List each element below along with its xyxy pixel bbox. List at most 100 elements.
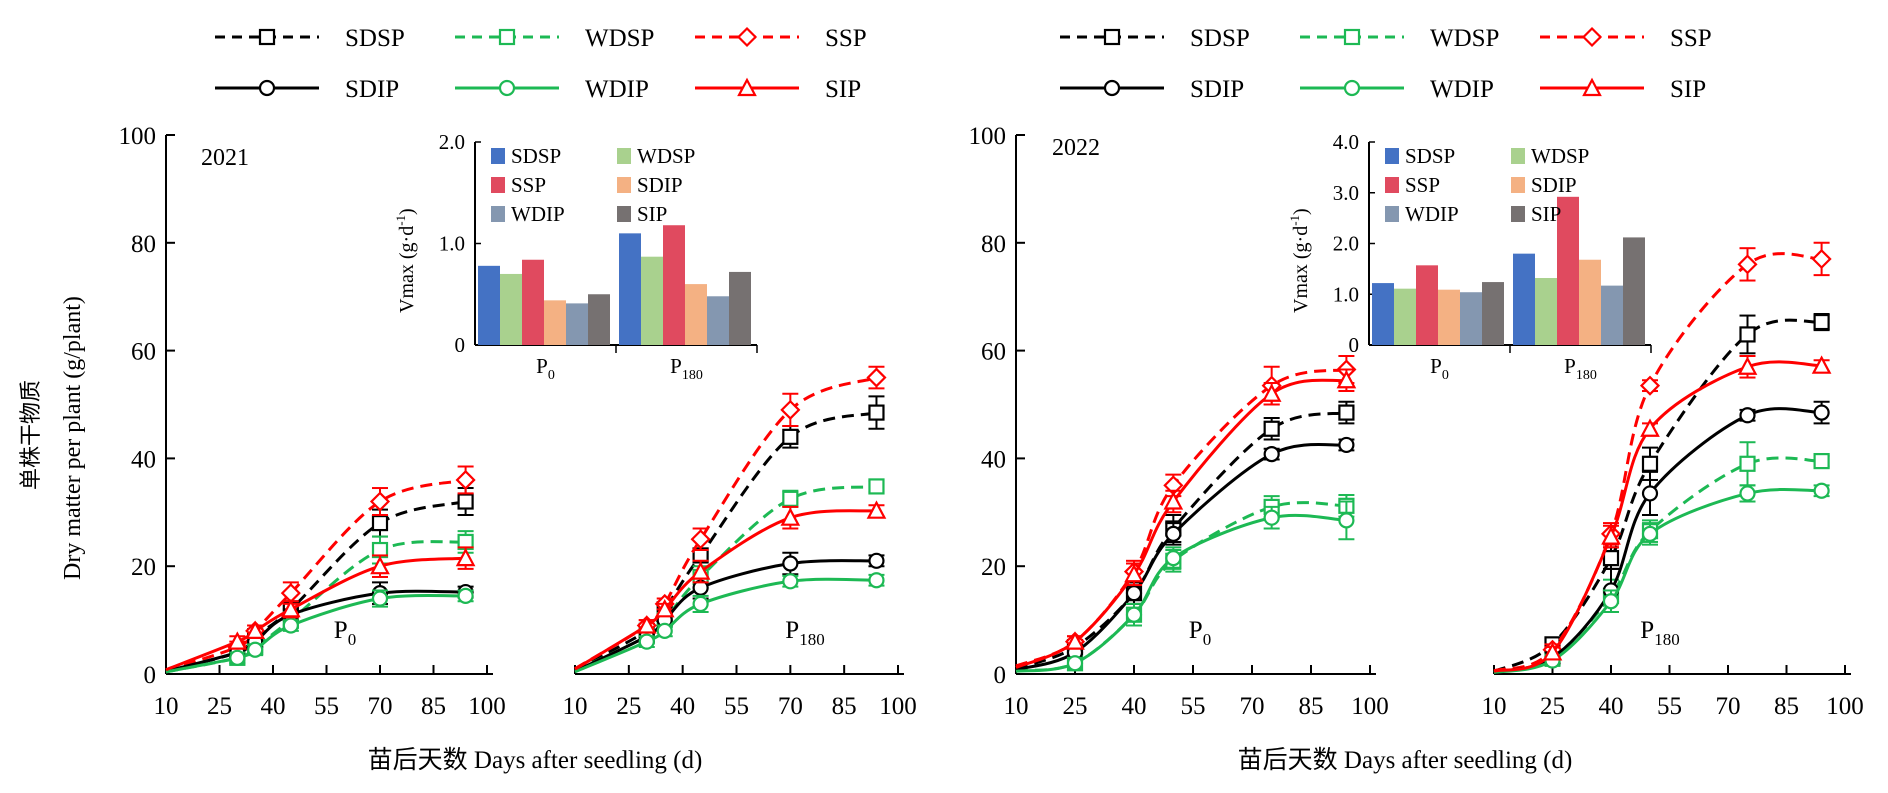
inset-legend-ssp: SSP xyxy=(1385,173,1440,197)
inset-legend-swatch xyxy=(1511,177,1525,193)
inset-bar-ssp-180 xyxy=(1557,196,1579,345)
data-point-sdsp xyxy=(782,428,799,445)
data-point-ssp xyxy=(1639,375,1661,396)
legend-marker-circle xyxy=(258,79,276,97)
legend-label: SDSP xyxy=(1190,25,1250,52)
legend-marker-circle xyxy=(498,79,516,97)
data-point-sip xyxy=(1261,383,1282,402)
legend-marker-diamond xyxy=(1581,26,1603,48)
legend-entry-wdsp-0: WDSP xyxy=(455,25,654,52)
data-point-wdip xyxy=(656,622,673,639)
inset-bar-sdsp-0 xyxy=(478,265,500,345)
data-point-ssp xyxy=(780,399,801,420)
legend-entry-ssp-1: SSP xyxy=(1540,25,1712,52)
legend-label: SIP xyxy=(1670,76,1706,103)
data-point-sdip xyxy=(1263,445,1280,463)
data-point-sdsp xyxy=(1813,313,1830,331)
inset-bar-sdip-0 xyxy=(544,300,566,345)
inset-legend-label: WDSP xyxy=(1531,144,1589,168)
y-tick-label: 0 xyxy=(144,662,157,689)
x-axis-label-2022: 苗后天数 Days after seedling (d) xyxy=(1238,746,1573,774)
series-sip xyxy=(1493,354,1832,673)
legend-marker-triangle xyxy=(1582,77,1602,97)
data-point-wdip xyxy=(1602,593,1620,610)
inset-y-tick-label: 1.0 xyxy=(439,232,465,256)
data-point-wdip xyxy=(1125,606,1143,623)
series-line-sdip xyxy=(574,559,877,673)
series-line-wdsp xyxy=(574,484,877,673)
series-line-ssp xyxy=(574,376,877,670)
data-point-sip xyxy=(370,555,390,575)
legend-label: SDIP xyxy=(345,76,399,103)
x-tick-label: 25 xyxy=(1063,693,1088,720)
legend: SDSP WDSP SSP SDIP WDIP SIP SDSP WDSP SSP SDIP WDI… xyxy=(215,25,1712,103)
legend-entry-wdsp-1: WDSP xyxy=(1300,25,1499,52)
legend-marker-diamond xyxy=(736,26,758,48)
inset-bar-ssp-0 xyxy=(1416,265,1438,345)
legend-label: WDIP xyxy=(1430,76,1494,103)
x-tick-label: 85 xyxy=(1299,693,1324,720)
inset-legend-label: WDIP xyxy=(511,202,565,226)
y-axis-label-cn: 单株干物质 xyxy=(18,380,43,490)
data-point-wdip xyxy=(1813,482,1830,499)
inset-legend-swatch xyxy=(1385,148,1399,164)
legend-marker-circle xyxy=(1103,79,1121,97)
inset-y-label: Vmax (g·d-1) xyxy=(1287,208,1312,313)
data-point-wdip xyxy=(1263,509,1280,526)
legend-marker-triangle xyxy=(737,77,757,97)
inset-vmax-2021: 0 1.0 2.0 Vmax (g·d-1) P0 P180 SDSP WDSP SSP SDIP… xyxy=(393,130,758,383)
inset-bar-sdsp-180 xyxy=(619,233,641,345)
inset-bar-ssp-0 xyxy=(522,259,544,345)
x-tick-label: 100 xyxy=(1351,693,1389,720)
inset-legend-sip: SIP xyxy=(617,202,667,226)
data-point-sdsp xyxy=(371,514,389,532)
label-p180: P180 xyxy=(1640,617,1679,649)
series-line-ssp xyxy=(165,478,466,672)
inset-legend-label: SDIP xyxy=(637,173,683,197)
data-point-ssp xyxy=(455,469,476,491)
x-tick-label: 70 xyxy=(368,693,393,720)
data-point-wdip xyxy=(457,587,474,604)
series-wdip xyxy=(165,587,474,674)
legend-entry-sdip-0: SDIP xyxy=(215,76,399,103)
x-tick-label: 70 xyxy=(778,693,803,720)
y-tick-label: 80 xyxy=(131,231,156,258)
legend-label: WDSP xyxy=(1430,25,1499,52)
y-axis-label-en: Dry matter per plant (g/plant) xyxy=(60,296,86,580)
legend-label: SIP xyxy=(825,76,861,103)
data-point-wdip xyxy=(1641,525,1659,542)
x-tick-label: 10 xyxy=(1482,693,1507,720)
data-point-sip xyxy=(1124,563,1144,583)
inset-legend-swatch xyxy=(491,177,505,193)
series-sip xyxy=(574,500,887,671)
data-point-sdsp xyxy=(1338,404,1355,421)
inset-bar-sdip-180 xyxy=(685,284,707,345)
data-point-ssp xyxy=(1737,254,1758,275)
legend-marker-square xyxy=(1343,28,1361,46)
data-point-sdsp xyxy=(868,404,885,421)
x-tick-label: 40 xyxy=(1122,693,1147,720)
data-point-sip xyxy=(654,598,675,618)
inset-bar-wdip-180 xyxy=(1601,285,1623,345)
y-tick-label: 80 xyxy=(981,231,1006,258)
legend-entry-wdip-0: WDIP xyxy=(455,76,649,103)
data-point-sdsp xyxy=(1641,455,1659,472)
legend-label: SDSP xyxy=(345,25,405,52)
data-point-wdip xyxy=(229,649,246,666)
inset-legend-sdip: SDIP xyxy=(617,173,683,197)
inset-category-0: P0 xyxy=(536,354,555,383)
inset-category-180: P180 xyxy=(1564,354,1597,383)
series-wdip xyxy=(1015,500,1355,673)
inset-bar-wdsp-180 xyxy=(641,256,663,345)
legend-label: WDIP xyxy=(585,76,649,103)
y-tick-label: 100 xyxy=(119,123,157,150)
legend-marker-square xyxy=(258,28,276,46)
inset-legend-sdip: SDIP xyxy=(1511,173,1577,197)
series-line-sdsp xyxy=(165,500,466,673)
data-point-sip xyxy=(1737,356,1758,375)
legend-marker-square xyxy=(498,28,516,46)
data-point-sip xyxy=(1336,369,1357,389)
inset-legend-swatch xyxy=(491,148,505,164)
data-point-sip xyxy=(690,561,711,580)
data-point-sip xyxy=(1163,491,1184,510)
